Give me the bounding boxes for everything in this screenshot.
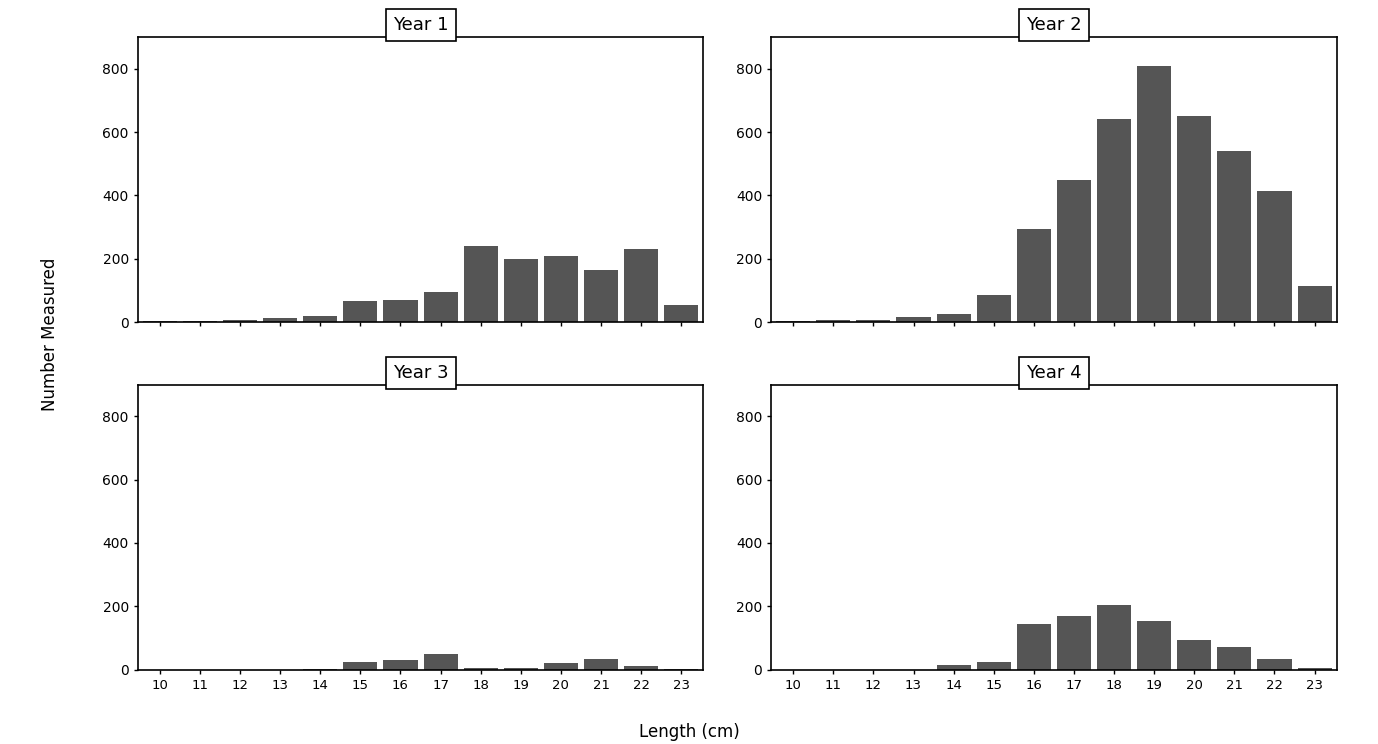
Bar <box>504 668 537 670</box>
Bar <box>977 295 1011 322</box>
Bar <box>423 654 457 670</box>
Bar <box>1298 668 1331 670</box>
Bar <box>937 314 970 322</box>
Bar <box>1217 151 1251 322</box>
Bar <box>1017 228 1051 322</box>
Bar <box>1097 605 1131 670</box>
Bar <box>584 658 619 670</box>
Bar <box>303 669 338 670</box>
Bar <box>1017 623 1051 670</box>
Bar <box>1097 120 1131 322</box>
Bar <box>383 300 418 322</box>
Bar <box>544 256 577 322</box>
Bar <box>1177 640 1211 670</box>
Bar <box>1137 65 1171 322</box>
Bar <box>303 316 338 322</box>
Title: Year 3: Year 3 <box>393 364 448 382</box>
Bar <box>1177 116 1211 322</box>
Bar <box>624 249 659 322</box>
Bar <box>1258 658 1291 670</box>
Bar <box>504 259 537 322</box>
Bar <box>937 665 970 670</box>
Text: Length (cm): Length (cm) <box>638 722 740 740</box>
Bar <box>1057 179 1091 322</box>
Bar <box>816 321 850 322</box>
Bar <box>664 669 699 670</box>
Bar <box>463 668 497 670</box>
Bar <box>897 318 930 322</box>
Bar <box>1258 190 1291 322</box>
Bar <box>624 667 659 670</box>
Bar <box>544 663 577 670</box>
Bar <box>1057 616 1091 670</box>
Bar <box>1217 647 1251 670</box>
Bar <box>776 321 810 322</box>
Bar <box>584 270 619 322</box>
Bar <box>343 661 378 670</box>
Bar <box>1137 620 1171 670</box>
Bar <box>977 661 1011 670</box>
Title: Year 2: Year 2 <box>1027 16 1082 34</box>
Bar <box>223 319 258 322</box>
Bar <box>383 660 418 670</box>
Bar <box>1298 286 1331 322</box>
Text: Number Measured: Number Measured <box>41 258 59 411</box>
Bar <box>183 321 216 322</box>
Bar <box>343 301 378 322</box>
Bar <box>856 319 890 322</box>
Bar <box>664 304 699 322</box>
Bar <box>423 292 457 322</box>
Bar <box>263 318 298 322</box>
Title: Year 1: Year 1 <box>393 16 448 34</box>
Title: Year 4: Year 4 <box>1027 364 1082 382</box>
Bar <box>463 246 497 322</box>
